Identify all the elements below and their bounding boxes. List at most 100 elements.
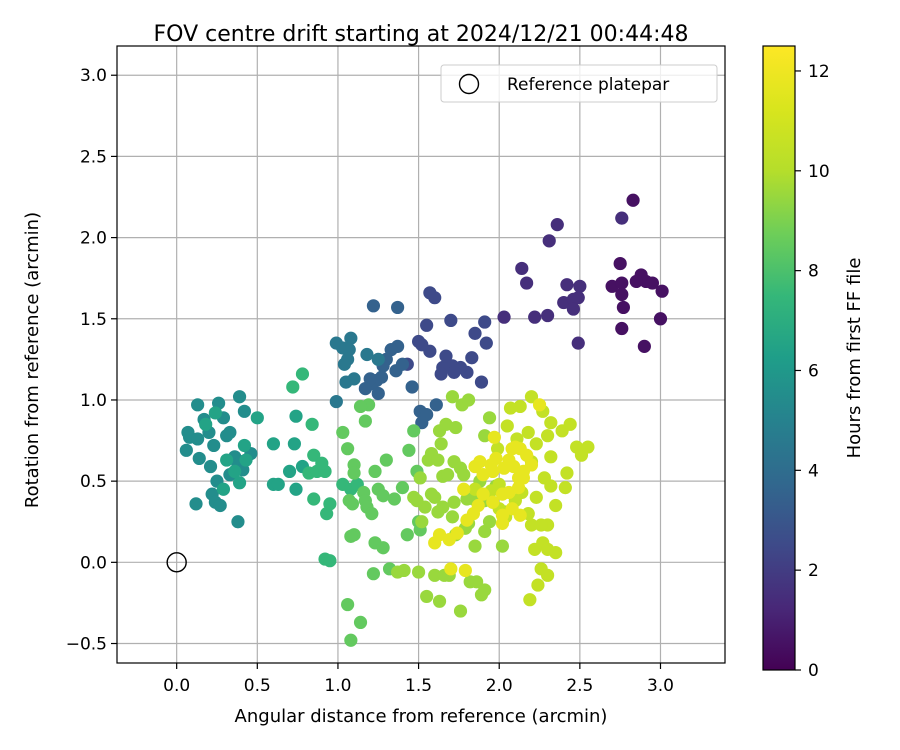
data-point	[524, 458, 539, 472]
y-tick-label: 3.0	[80, 66, 107, 86]
data-point	[323, 497, 337, 511]
data-point	[239, 453, 253, 467]
data-point	[228, 464, 242, 479]
data-point	[366, 299, 381, 313]
data-point	[478, 583, 492, 597]
data-point	[420, 318, 434, 332]
y-tick-label: 1.5	[80, 310, 107, 330]
colorbar-frame	[762, 45, 796, 671]
data-point	[439, 349, 453, 363]
data-point	[376, 489, 390, 503]
data-point	[513, 399, 527, 414]
data-point	[616, 300, 630, 315]
data-point	[560, 278, 574, 292]
data-point	[287, 437, 302, 451]
data-point	[344, 633, 358, 647]
legend-reference-marker	[458, 73, 480, 95]
data-point	[286, 380, 300, 394]
data-point	[415, 416, 429, 430]
data-point	[411, 565, 426, 579]
x-tick-label: 1.5	[405, 676, 432, 696]
colorbar-gradient	[763, 46, 795, 670]
legend-entry-reference-platepar: Reference platepar	[507, 75, 669, 95]
data-point	[615, 321, 629, 336]
data-point	[411, 334, 426, 349]
data-point	[487, 430, 501, 444]
data-point	[342, 494, 356, 508]
data-point	[192, 451, 206, 466]
data-point	[476, 487, 490, 501]
data-point	[542, 234, 556, 248]
data-point	[407, 490, 421, 504]
data-point	[358, 381, 372, 396]
data-point	[637, 339, 651, 353]
data-point	[566, 302, 581, 316]
data-point	[655, 284, 669, 298]
data-point	[540, 308, 555, 323]
data-point	[544, 450, 558, 464]
data-point	[371, 386, 385, 401]
data-point	[307, 448, 321, 462]
data-point	[529, 490, 543, 504]
data-point	[353, 615, 368, 630]
data-point	[365, 507, 379, 521]
plot-frame	[116, 45, 726, 664]
x-tick-label: 0.5	[244, 676, 271, 696]
data-point	[337, 357, 351, 371]
data-point	[271, 477, 285, 491]
data-point	[366, 567, 381, 581]
data-point	[289, 482, 303, 496]
data-point	[511, 481, 526, 495]
data-point	[424, 487, 439, 501]
data-point	[315, 456, 329, 470]
legend: Reference platepar	[440, 64, 718, 103]
y-tick-label: 0.5	[80, 472, 107, 492]
data-point	[232, 390, 247, 404]
data-point	[423, 286, 437, 300]
data-point	[500, 419, 514, 433]
data-point	[444, 313, 458, 328]
x-tick-label: 2.5	[566, 676, 593, 696]
plot-area	[117, 46, 725, 663]
data-point	[344, 331, 358, 345]
data-point	[531, 578, 545, 592]
data-point	[482, 515, 497, 529]
data-point	[465, 351, 479, 365]
x-axis-ticks: 0.0 0.5 1.0 1.5 2.0 2.5 3.0	[163, 663, 674, 696]
data-point	[181, 425, 195, 440]
legend-box	[440, 64, 718, 103]
colorbar-tick-label: 2	[808, 561, 819, 581]
data-point	[191, 432, 205, 446]
data-point	[495, 508, 510, 522]
data-point	[471, 498, 485, 513]
data-point	[645, 276, 660, 290]
data-point	[191, 398, 205, 412]
y-tick-label: 2.0	[80, 229, 107, 249]
data-point	[560, 466, 574, 480]
data-points	[179, 193, 669, 647]
y-tick-label: −0.5	[66, 635, 107, 655]
data-point	[189, 497, 203, 511]
data-point	[461, 393, 476, 407]
data-point	[626, 193, 640, 207]
data-point	[237, 438, 252, 453]
data-point	[489, 451, 503, 466]
data-point	[207, 438, 221, 453]
data-point	[429, 398, 443, 412]
colorbar-tick-label: 10	[808, 162, 830, 182]
data-point	[213, 498, 227, 513]
y-axis-ticks: −0.5 0.0 0.5 1.0 1.5 2.0 2.5 3.0	[66, 66, 117, 655]
data-point	[371, 352, 385, 366]
data-point	[208, 406, 222, 420]
data-point	[431, 505, 445, 519]
data-point	[476, 468, 490, 482]
data-point	[405, 380, 419, 394]
data-point	[384, 343, 398, 357]
data-point	[449, 420, 463, 435]
data-point	[329, 394, 343, 409]
data-point	[447, 365, 461, 379]
data-point	[508, 440, 522, 454]
data-point	[544, 416, 558, 430]
data-point	[395, 357, 410, 371]
data-point	[360, 347, 374, 362]
